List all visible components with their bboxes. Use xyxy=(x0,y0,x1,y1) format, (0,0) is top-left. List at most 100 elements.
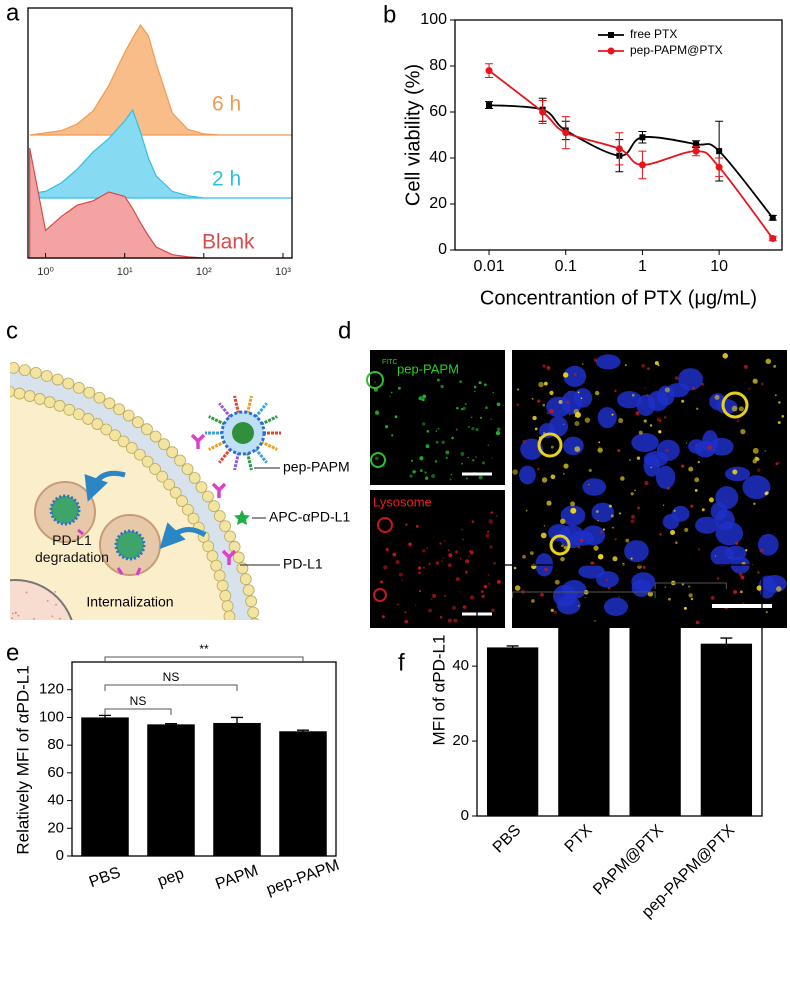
nucleus-dot xyxy=(59,672,61,674)
signal xyxy=(764,491,768,496)
signal xyxy=(439,542,442,545)
lipid-head xyxy=(245,595,258,608)
signal xyxy=(574,421,580,427)
signal xyxy=(541,388,543,390)
panel-label: a xyxy=(6,0,20,26)
lipid-head xyxy=(225,621,236,632)
signal xyxy=(453,618,458,623)
peptide xyxy=(233,452,241,471)
signal xyxy=(608,504,612,508)
diagram-label: APC-αPD-L1 xyxy=(269,509,350,525)
nucleus-dot xyxy=(60,646,62,648)
marker xyxy=(485,67,493,75)
signal xyxy=(418,590,422,593)
marker xyxy=(715,163,723,171)
signal xyxy=(401,579,403,581)
signal xyxy=(513,566,517,570)
diagram-label: PD-L1 xyxy=(283,556,323,572)
peptide xyxy=(260,415,278,426)
signal xyxy=(479,416,483,419)
signal xyxy=(480,590,484,594)
signal xyxy=(611,413,614,416)
signal xyxy=(636,506,641,510)
nucleus-dot xyxy=(7,670,9,672)
lipid-head xyxy=(188,472,201,484)
signal xyxy=(450,473,453,476)
signal xyxy=(647,367,650,371)
nucleus-dot xyxy=(33,617,35,620)
y-tick-label: 0 xyxy=(438,241,447,258)
signal xyxy=(563,545,568,550)
x-tick-label: 0.1 xyxy=(555,258,577,275)
signal xyxy=(570,501,576,507)
signal xyxy=(392,552,397,557)
nucleus-signal xyxy=(561,390,583,415)
signal xyxy=(781,415,785,418)
lipid-head xyxy=(202,490,214,503)
lipid-head xyxy=(33,393,46,405)
signal xyxy=(458,590,461,593)
signal xyxy=(778,401,781,404)
marker xyxy=(562,129,570,137)
signal xyxy=(460,528,463,531)
signal xyxy=(481,461,485,465)
signal xyxy=(560,556,565,562)
bar xyxy=(629,604,681,816)
nucleus-dot xyxy=(21,626,23,628)
plot-frame xyxy=(71,661,337,857)
marker xyxy=(769,235,777,242)
lipid-head xyxy=(251,664,262,675)
signal xyxy=(475,456,477,459)
signal xyxy=(674,376,679,380)
y-tick-label: 20 xyxy=(429,195,447,212)
nucleus-signal xyxy=(724,466,751,482)
signal xyxy=(389,395,391,398)
lipid-head xyxy=(113,403,126,416)
signal xyxy=(688,585,691,588)
signal xyxy=(549,408,554,414)
signal xyxy=(447,563,452,567)
signal xyxy=(738,406,744,412)
signal xyxy=(459,558,462,560)
signal xyxy=(459,380,462,384)
nucleus-signal xyxy=(716,399,738,414)
nucleus-dot xyxy=(52,637,54,639)
significance-label: * xyxy=(688,568,693,582)
signal xyxy=(485,406,488,410)
signal xyxy=(562,423,565,426)
signal xyxy=(496,427,501,432)
signal xyxy=(612,556,618,562)
lipid-head xyxy=(117,435,130,448)
nucleus-dot xyxy=(55,603,57,606)
signal xyxy=(455,428,458,431)
signal xyxy=(473,385,477,389)
signal xyxy=(670,529,676,535)
plot-frame xyxy=(476,564,763,817)
nucleus-dot xyxy=(53,641,55,643)
signal xyxy=(381,615,385,619)
x-tick-label: PAPM@PTX xyxy=(590,822,667,899)
legend-marker xyxy=(607,47,615,55)
marker xyxy=(693,141,700,148)
x-tick-label: PAPM xyxy=(213,862,260,893)
signal xyxy=(597,519,599,522)
lipid-head xyxy=(213,569,226,582)
nucleus-dot xyxy=(36,670,38,672)
signal xyxy=(588,468,592,473)
signal xyxy=(440,384,444,389)
lipid-head xyxy=(149,463,161,475)
signal xyxy=(442,557,445,559)
signal xyxy=(418,571,421,575)
signal xyxy=(695,444,698,447)
lipid-head xyxy=(187,512,200,525)
nucleus-dot xyxy=(22,660,24,662)
signal xyxy=(379,580,383,584)
nucleus-dot xyxy=(11,617,14,620)
signal xyxy=(455,577,460,582)
y-tick-label: 60 xyxy=(429,103,447,120)
nucleus-signal xyxy=(595,354,621,370)
nucleus-signal xyxy=(603,597,629,616)
signal xyxy=(484,383,487,387)
signal xyxy=(568,413,571,416)
signal xyxy=(664,387,670,393)
